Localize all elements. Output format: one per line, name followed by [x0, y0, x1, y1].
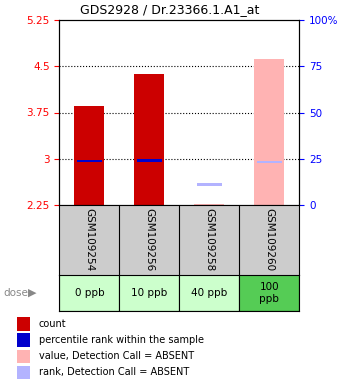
- Text: GSM109254: GSM109254: [84, 209, 95, 271]
- FancyBboxPatch shape: [119, 275, 179, 311]
- Text: rank, Detection Call = ABSENT: rank, Detection Call = ABSENT: [39, 367, 189, 377]
- Text: 40 ppb: 40 ppb: [191, 288, 227, 298]
- FancyBboxPatch shape: [239, 275, 299, 311]
- Text: GSM109260: GSM109260: [264, 209, 274, 271]
- Bar: [194, 204, 224, 205]
- Text: percentile rank within the sample: percentile rank within the sample: [39, 335, 204, 345]
- Text: dose: dose: [3, 288, 28, 298]
- FancyBboxPatch shape: [257, 161, 282, 163]
- FancyBboxPatch shape: [197, 183, 222, 185]
- Text: count: count: [39, 319, 67, 329]
- Text: GDS2928 / Dr.23366.1.A1_at: GDS2928 / Dr.23366.1.A1_at: [80, 3, 260, 17]
- Text: ▶: ▶: [28, 288, 36, 298]
- FancyBboxPatch shape: [77, 160, 102, 162]
- Bar: [74, 106, 104, 205]
- Text: value, Detection Call = ABSENT: value, Detection Call = ABSENT: [39, 351, 194, 361]
- Text: 100
ppb: 100 ppb: [259, 282, 279, 304]
- Bar: [254, 59, 284, 205]
- Text: 0 ppb: 0 ppb: [75, 288, 104, 298]
- Bar: [134, 74, 164, 205]
- Text: GSM109256: GSM109256: [144, 209, 154, 271]
- FancyBboxPatch shape: [179, 275, 239, 311]
- Text: GSM109258: GSM109258: [204, 209, 214, 271]
- FancyBboxPatch shape: [137, 159, 162, 162]
- Text: 10 ppb: 10 ppb: [131, 288, 168, 298]
- FancyBboxPatch shape: [59, 275, 119, 311]
